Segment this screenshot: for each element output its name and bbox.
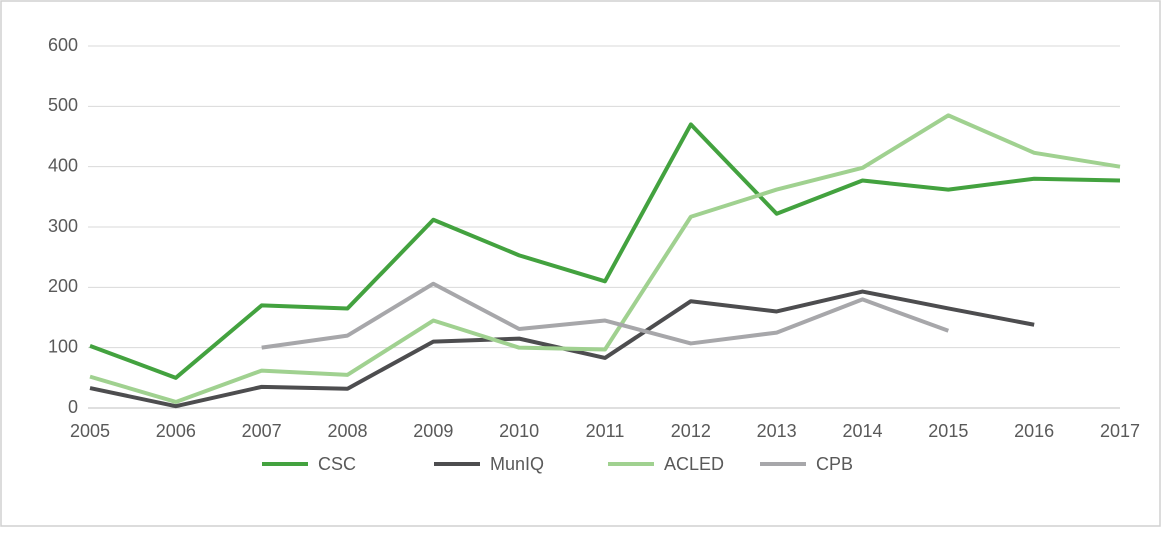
y-tick-label: 0	[68, 397, 78, 417]
x-tick-label: 2017	[1100, 421, 1140, 441]
x-tick-label: 2006	[156, 421, 196, 441]
line-series	[89, 113, 1121, 404]
y-tick-label: 500	[48, 95, 78, 115]
x-tick-label: 2011	[586, 421, 625, 441]
x-tick-label: 2007	[242, 421, 282, 441]
legend-label: MunIQ	[490, 454, 544, 474]
x-tick-label: 2005	[70, 421, 110, 441]
y-tick-label: 300	[48, 216, 78, 236]
x-tick-label: 2010	[499, 421, 539, 441]
y-tick-label: 100	[48, 336, 78, 356]
legend-label: CPB	[816, 454, 853, 474]
x-tick-label: 2008	[327, 421, 367, 441]
line-series	[89, 122, 1121, 380]
x-tick-label: 2012	[671, 421, 711, 441]
x-tick-label: 2013	[757, 421, 797, 441]
line-series	[261, 281, 950, 350]
x-tick-label: 2015	[928, 421, 968, 441]
x-tick-label: 2009	[413, 421, 453, 441]
x-tick-label: 2014	[842, 421, 882, 441]
x-tick-label: 2016	[1014, 421, 1054, 441]
y-tick-label: 400	[48, 155, 78, 175]
legend-label: CSC	[318, 454, 356, 474]
y-tick-label: 200	[48, 276, 78, 296]
y-tick-label: 600	[48, 35, 78, 55]
legend-label: ACLED	[664, 454, 724, 474]
